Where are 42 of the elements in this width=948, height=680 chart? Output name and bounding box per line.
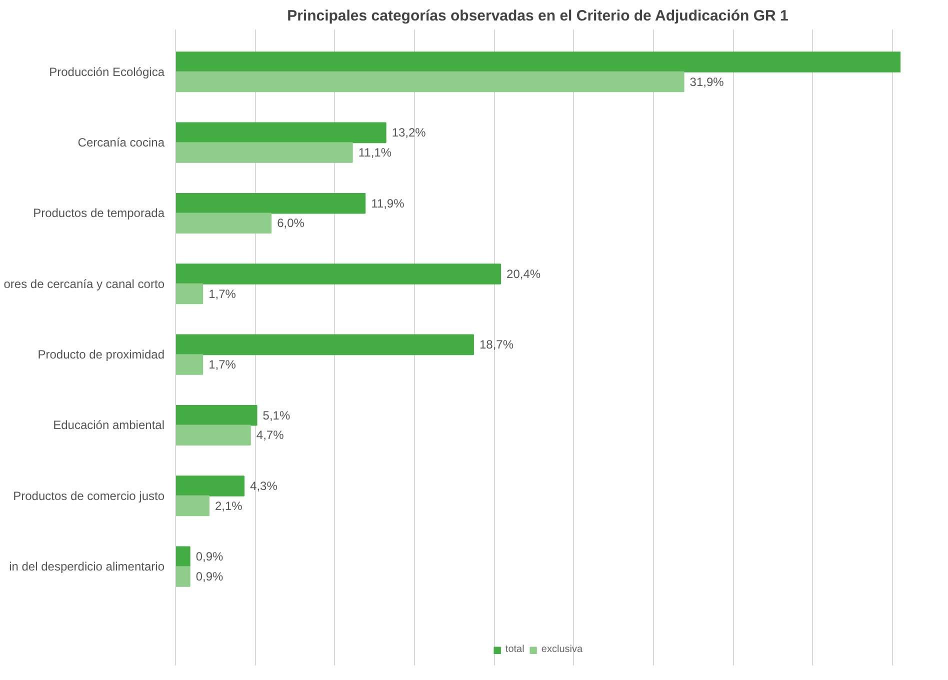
bar [176, 334, 474, 356]
legend-label: exclusiva [541, 644, 583, 655]
y-tick-label: ores de cercanía y canal corto [4, 276, 165, 291]
y-tick-label: Producto de proximidad [38, 348, 165, 362]
bar [176, 212, 272, 234]
bar [176, 192, 366, 214]
bar [176, 264, 502, 284]
bar [176, 546, 190, 568]
data-label: 0,9% [196, 550, 224, 564]
bar [176, 283, 204, 304]
data-label: 1,7% [208, 286, 236, 301]
bar [176, 476, 245, 496]
legend-label: total [505, 644, 526, 655]
bar [176, 495, 210, 516]
bar [176, 404, 258, 426]
y-tick-label: Producción Ecológica [49, 64, 165, 79]
y-tick-label: Cercanía cocina [78, 136, 165, 150]
y-tick-label: Educación ambiental [53, 418, 164, 432]
y-tick-label: Productos de comercio justo [13, 488, 165, 503]
data-label: 11,9% [371, 196, 405, 210]
data-label: 1,7% [208, 357, 236, 372]
data-label: 18,7% [479, 338, 514, 352]
data-label: 2,1% [214, 498, 243, 513]
bar [176, 354, 204, 375]
data-label: 0,9% [196, 569, 224, 584]
data-label: 11,1% [358, 145, 392, 160]
bar [176, 52, 900, 72]
bar [176, 122, 386, 144]
data-label: 6,0% [277, 216, 305, 230]
y-tick-label: Productos de temporada [33, 206, 165, 220]
bar [176, 71, 684, 92]
data-label: 4,7% [256, 428, 284, 442]
bar [176, 566, 190, 587]
data-label: 13,2% [392, 126, 426, 140]
data-label: 20,4% [506, 267, 541, 282]
bar [176, 424, 251, 446]
bar [176, 142, 353, 163]
y-tick-label: in del desperdicio alimentario [9, 560, 165, 574]
data-label: 5,1% [262, 408, 290, 422]
data-label: 4,3% [250, 479, 278, 494]
chart-title: Principales categorías observadas en el Criterio de Adjudicación GR 1 [287, 8, 788, 24]
data-label: 31,9% [690, 74, 724, 89]
